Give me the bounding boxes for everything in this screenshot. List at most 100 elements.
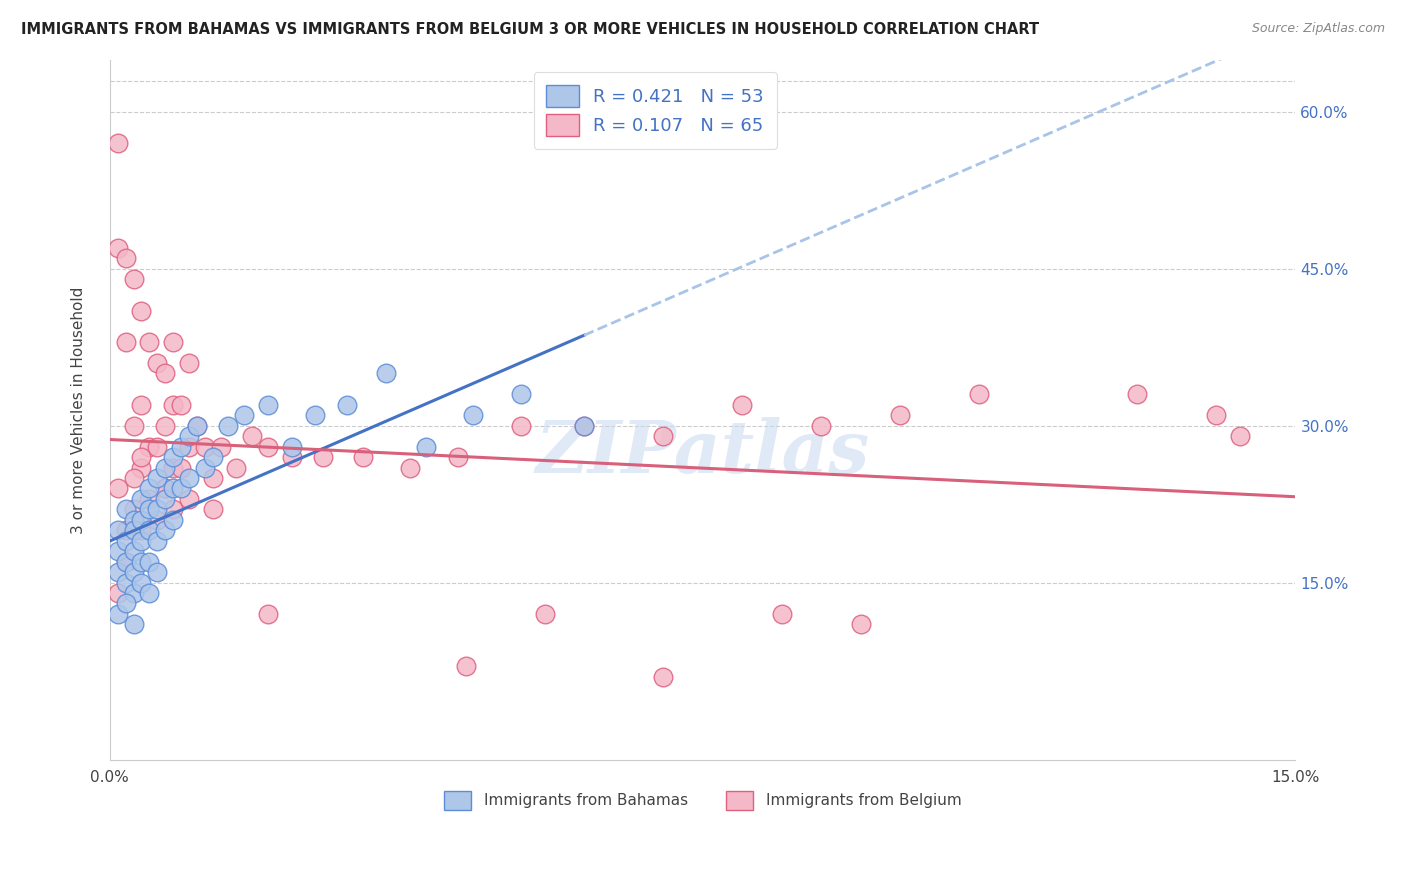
Point: [463, 408, 485, 422]
Point: [138, 334, 160, 349]
Point: [162, 398, 184, 412]
Legend: Immigrants from Bahamas, Immigrants from Belgium: Immigrants from Bahamas, Immigrants from…: [437, 785, 967, 816]
Point: [415, 440, 437, 454]
Point: [122, 544, 145, 558]
Point: [170, 440, 193, 454]
Point: [201, 450, 224, 464]
Point: [131, 450, 153, 464]
Point: [533, 607, 555, 621]
Point: [146, 440, 169, 454]
Point: [131, 575, 153, 590]
Point: [138, 482, 160, 496]
Point: [107, 136, 129, 151]
Point: [170, 398, 193, 412]
Point: [194, 460, 217, 475]
Point: [225, 460, 247, 475]
Point: [107, 544, 129, 558]
Point: [572, 418, 595, 433]
Point: [162, 482, 184, 496]
Point: [122, 513, 145, 527]
Point: [170, 460, 193, 475]
Text: IMMIGRANTS FROM BAHAMAS VS IMMIGRANTS FROM BELGIUM 3 OR MORE VEHICLES IN HOUSEHO: IMMIGRANTS FROM BAHAMAS VS IMMIGRANTS FR…: [21, 22, 1039, 37]
Point: [153, 418, 176, 433]
Point: [194, 440, 217, 454]
Point: [138, 491, 160, 506]
Point: [122, 565, 145, 579]
Point: [146, 565, 169, 579]
Point: [170, 482, 193, 496]
Point: [114, 334, 136, 349]
Text: ZIPatlas: ZIPatlas: [536, 417, 870, 488]
Point: [280, 440, 302, 454]
Point: [122, 471, 145, 485]
Point: [146, 533, 169, 548]
Point: [177, 356, 200, 370]
Point: [572, 418, 595, 433]
Point: [312, 450, 335, 464]
Point: [107, 241, 129, 255]
Point: [652, 670, 675, 684]
Point: [107, 586, 129, 600]
Point: [114, 555, 136, 569]
Point: [153, 482, 176, 496]
Point: [122, 502, 145, 516]
Point: [146, 513, 169, 527]
Point: [131, 491, 153, 506]
Point: [177, 491, 200, 506]
Point: [146, 356, 169, 370]
Point: [233, 408, 256, 422]
Point: [509, 418, 531, 433]
Point: [177, 429, 200, 443]
Point: [304, 408, 326, 422]
Point: [138, 502, 160, 516]
Point: [153, 367, 176, 381]
Point: [107, 607, 129, 621]
Point: [122, 586, 145, 600]
Point: [186, 418, 208, 433]
Point: [217, 418, 239, 433]
Point: [146, 471, 169, 485]
Point: [336, 398, 359, 412]
Point: [201, 471, 224, 485]
Point: [107, 523, 129, 537]
Point: [162, 502, 184, 516]
Point: [652, 429, 675, 443]
Point: [131, 398, 153, 412]
Point: [731, 398, 754, 412]
Y-axis label: 3 or more Vehicles in Household: 3 or more Vehicles in Household: [72, 286, 86, 533]
Point: [177, 440, 200, 454]
Point: [122, 272, 145, 286]
Point: [131, 555, 153, 569]
Point: [114, 575, 136, 590]
Point: [849, 617, 872, 632]
Point: [201, 502, 224, 516]
Point: [1205, 408, 1227, 422]
Point: [114, 252, 136, 266]
Point: [153, 460, 176, 475]
Point: [162, 450, 184, 464]
Point: [162, 334, 184, 349]
Point: [1229, 429, 1251, 443]
Point: [280, 450, 302, 464]
Point: [122, 523, 145, 537]
Point: [209, 440, 232, 454]
Point: [177, 471, 200, 485]
Point: [138, 523, 160, 537]
Point: [186, 418, 208, 433]
Point: [969, 387, 991, 401]
Point: [114, 502, 136, 516]
Point: [153, 482, 176, 496]
Point: [122, 418, 145, 433]
Point: [162, 513, 184, 527]
Point: [399, 460, 422, 475]
Point: [146, 502, 169, 516]
Point: [153, 491, 176, 506]
Point: [131, 303, 153, 318]
Point: [131, 523, 153, 537]
Point: [257, 398, 280, 412]
Point: [114, 555, 136, 569]
Point: [107, 482, 129, 496]
Point: [138, 586, 160, 600]
Point: [770, 607, 793, 621]
Point: [1126, 387, 1149, 401]
